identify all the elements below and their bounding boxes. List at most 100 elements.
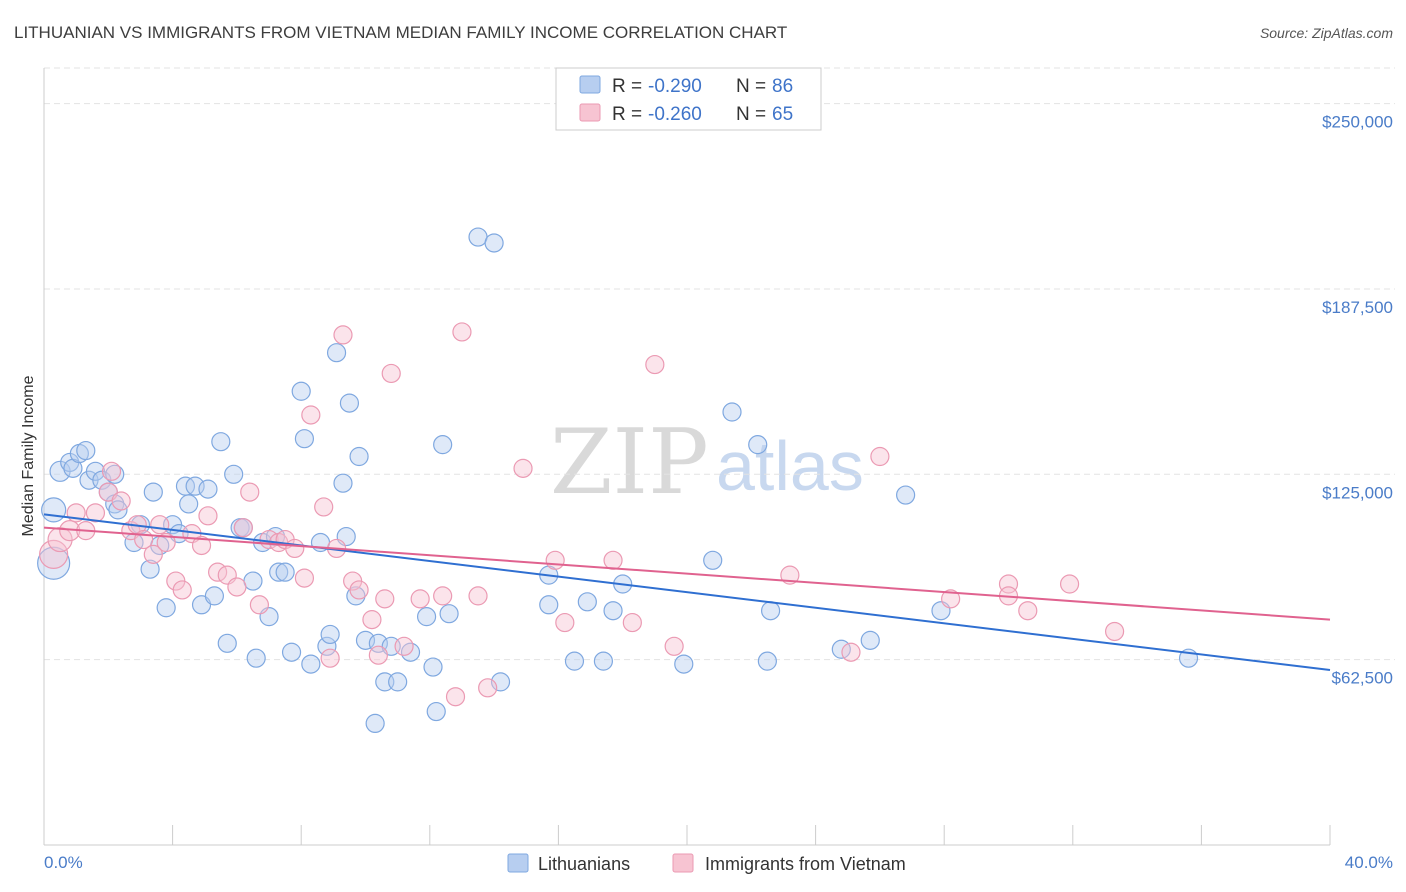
lithuanian-point-41 [291, 381, 311, 401]
legend-r-label-1: R = [612, 104, 642, 125]
axes [43, 68, 1331, 846]
vietnam-point-33 [320, 648, 340, 668]
lithuanian-point-19 [156, 598, 176, 618]
legend-n-label-0: N = [736, 76, 766, 97]
vietnam-point-31 [301, 405, 321, 425]
lithuanian-point-42 [294, 429, 315, 449]
lithuanian-point-52 [349, 446, 369, 467]
lithuanian-point-50 [339, 393, 360, 413]
vietnam-point-45 [445, 687, 466, 707]
vietnam-point-24 [240, 482, 260, 502]
chart-title: LITHUANIAN VS IMMIGRANTS FROM VIETNAM ME… [14, 23, 787, 42]
lithuanian-trend-line [43, 513, 1331, 672]
watermark: ZIP atlas [550, 410, 864, 515]
lithuanian-point-79 [757, 651, 777, 671]
lithuanian-point-1 [41, 497, 67, 523]
vietnam-point-8 [111, 491, 131, 511]
lithuanian-point-43 [301, 654, 321, 674]
lithuanian-point-77 [722, 402, 742, 422]
y-tick-label-0: $62,500 [1332, 669, 1393, 688]
lithuanian-point-80 [760, 601, 781, 621]
lithuanian-point-63 [433, 435, 453, 455]
vietnam-point-35 [333, 325, 353, 345]
lithuanian-point-33 [243, 571, 263, 591]
lithuanian-point-64 [439, 604, 459, 624]
vietnam-point-5 [85, 503, 106, 523]
lithuanian-point-60 [416, 607, 437, 627]
lithuanian-point-29 [217, 633, 237, 653]
vietnam-point-40 [375, 589, 395, 609]
vietnam-point-53 [622, 612, 642, 633]
vietnam-point-22 [227, 577, 247, 597]
vietnam-point-59 [941, 589, 961, 609]
lithuanian-point-73 [603, 601, 623, 621]
y-tick-label-1: $125,000 [1322, 483, 1393, 502]
lithuanian-point-66 [484, 233, 504, 253]
lithuanian-point-28 [211, 432, 231, 452]
vietnam-point-43 [410, 589, 430, 609]
vietnam-point-47 [468, 586, 488, 606]
legend-n-label-1: N = [736, 104, 766, 125]
vietnam-point-39 [368, 645, 388, 665]
lithuanian-point-78 [748, 435, 768, 455]
vietnam-point-25 [249, 595, 270, 615]
legend-r-label-0: R = [612, 76, 642, 97]
lithuanian-point-13 [105, 464, 125, 484]
y-axis-label: Median Family Income [20, 375, 37, 536]
legend-r-value-0: -0.290 [648, 76, 702, 97]
lithuanian-point-83 [896, 485, 916, 505]
legend-r-value-1: -0.260 [648, 104, 702, 125]
vietnam-point-58 [870, 446, 890, 467]
watermark-atlas: atlas [716, 427, 864, 505]
vietnam-point-38 [362, 610, 382, 630]
lithuanian-point-70 [564, 651, 585, 671]
vietnam-point-50 [545, 550, 565, 570]
vietnam-point-62 [1018, 601, 1038, 621]
y-tick-label-3: $250,000 [1322, 113, 1393, 132]
vietnam-point-14 [156, 532, 176, 553]
lithuanian-point-48 [333, 473, 353, 493]
lithuanian-point-75 [674, 654, 694, 674]
lithuanian-point-71 [577, 592, 597, 612]
lithuanian-point-82 [860, 630, 880, 650]
vietnam-point-44 [433, 586, 453, 606]
vietnam-point-37 [349, 580, 369, 600]
vietnam-trend-line [43, 526, 1331, 621]
vietnam-point-48 [478, 678, 498, 698]
vietnam-point-57 [841, 642, 861, 662]
lithuanian-point-30 [224, 464, 244, 484]
vietnam-point-12 [143, 544, 163, 564]
vietnam-point-42 [394, 636, 414, 656]
chart-source: Source: ZipAtlas.com [1260, 25, 1393, 41]
gridlines [44, 67, 1395, 661]
bottom-legend-label-lithuanians: Lithuanians [538, 854, 630, 874]
y-tick-label-2: $187,500 [1322, 298, 1393, 317]
lithuanian-point-69 [539, 595, 559, 615]
lithuanian-point-46 [320, 624, 340, 645]
lithuanian-point-26 [198, 479, 218, 499]
lithuanian-point-16 [140, 559, 160, 579]
vietnam-point-29 [285, 538, 305, 559]
vietnam-point-63 [1059, 574, 1080, 594]
bottom-legend-swatch-vietnam [672, 853, 694, 873]
legend-n-value-0: 86 [772, 76, 793, 97]
vietnam-point-13 [150, 515, 170, 535]
lithuanian-point-6 [76, 440, 96, 461]
vietnam-point-30 [294, 568, 315, 588]
vietnam-point-7 [101, 461, 122, 481]
lithuanian-point-65 [468, 227, 488, 247]
bottom-legend-label-vietnam: Immigrants from Vietnam [705, 854, 906, 874]
lithuanian-point-61 [423, 657, 443, 677]
watermark-zip: ZIP [550, 410, 709, 515]
bottom-legend-swatch-lithuanians [507, 853, 529, 873]
vietnam-point-19 [198, 506, 218, 526]
lithuanian-point-72 [593, 651, 614, 671]
vietnam-point-49 [513, 458, 533, 478]
lithuanian-point-34 [246, 648, 266, 668]
x-tick-label-min: 0.0% [44, 853, 83, 872]
vietnam-point-18 [191, 535, 212, 556]
legend-swatch-vietnam [579, 103, 601, 122]
vietnam-point-16 [172, 580, 192, 600]
bottom-legend: Lithuanians Immigrants from Vietnam [507, 853, 906, 874]
